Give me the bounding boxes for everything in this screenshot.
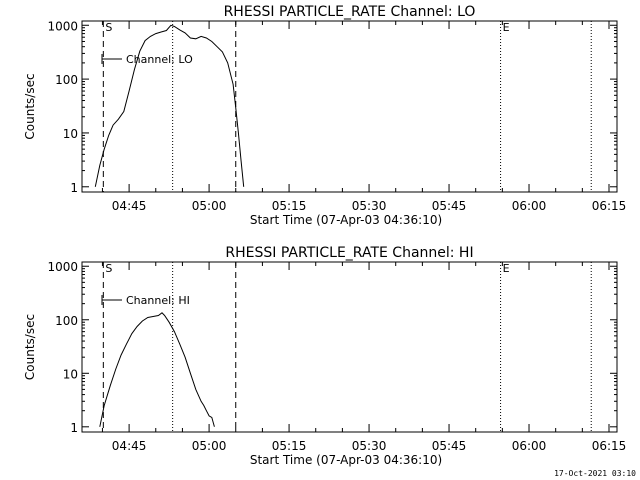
panel-lo: RHESSI PARTICLE_RATE Channel: LO Counts/s…: [23, 4, 626, 227]
series-line: [99, 312, 215, 427]
x-tick-label: 05:00: [192, 199, 227, 213]
y-axis-label: Counts/sec: [23, 314, 37, 380]
y-tick-label: 1: [70, 181, 78, 195]
marker-label: E: [503, 262, 510, 275]
y-tick-label: 100: [55, 73, 78, 87]
x-tick-label: 05:15: [272, 199, 307, 213]
y-tick-label: 10: [63, 127, 78, 141]
chart-title: RHESSI PARTICLE_RATE Channel: LO: [224, 4, 476, 20]
y-tick-label: 1000: [47, 19, 78, 33]
chart-title: RHESSI PARTICLE_RATE Channel: HI: [225, 245, 473, 261]
legend-label: Channel: LO: [126, 53, 193, 66]
x-tick-label: 05:45: [432, 199, 467, 213]
x-tick-label: 06:00: [512, 199, 547, 213]
x-tick-label: 05:15: [272, 439, 307, 453]
x-tick-label: 05:00: [192, 439, 227, 453]
x-tick-label: 06:15: [592, 439, 627, 453]
plot-timestamp: 17-Oct-2021 03:10: [554, 469, 636, 478]
x-axis-label: Start Time (07-Apr-03 04:36:10): [250, 213, 442, 227]
y-tick-label: 1: [70, 421, 78, 435]
x-tick-label: 05:30: [352, 439, 387, 453]
x-tick-label: 05:30: [352, 199, 387, 213]
x-tick-label: 06:00: [512, 439, 547, 453]
marker-label: S: [105, 262, 112, 275]
y-tick-label: 10: [63, 367, 78, 381]
legend-label: Channel: HI: [126, 294, 190, 307]
y-tick-label: 100: [55, 314, 78, 328]
x-tick-label: 05:45: [432, 439, 467, 453]
x-tick-label: 04:45: [112, 439, 147, 453]
x-tick-label: 06:15: [592, 199, 627, 213]
marker-label: S: [105, 21, 112, 34]
y-tick-label: 1000: [47, 260, 78, 274]
x-tick-label: 04:45: [112, 199, 147, 213]
plot-frame: [81, 261, 618, 433]
x-axis-label: Start Time (07-Apr-03 04:36:10): [250, 453, 442, 467]
series-line: [94, 24, 245, 187]
plot-frame: [81, 20, 618, 193]
y-axis-label: Counts/sec: [23, 73, 37, 139]
panel-hi: RHESSI PARTICLE_RATE Channel: HI Counts/s…: [23, 245, 626, 467]
marker-label: E: [503, 21, 510, 34]
